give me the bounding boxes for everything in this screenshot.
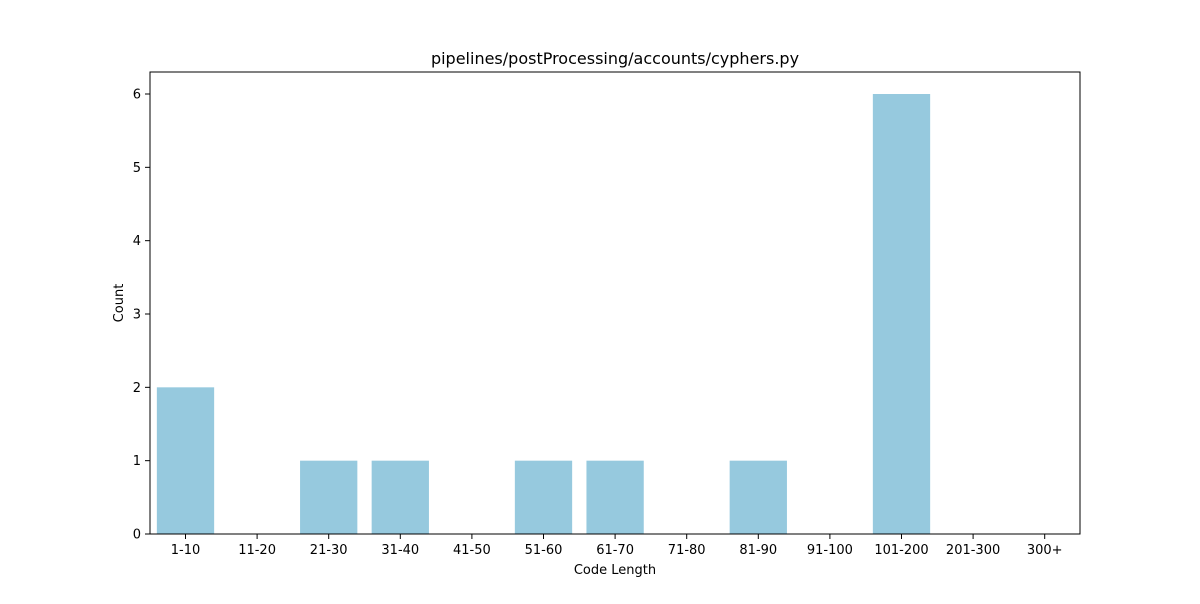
bar-21-30 <box>300 461 357 534</box>
bar-1-10 <box>157 387 214 534</box>
x-ticks-group: 1-10 11-20 21-30 31-40 41-50 51-60 61-70 71-80 8… <box>171 534 1063 558</box>
x-tick-label: 81-90 <box>739 543 777 558</box>
x-tick-label: 201-300 <box>946 543 1000 558</box>
y-tick-label: 4 <box>133 234 141 249</box>
x-tick-label: 21-30 <box>310 543 348 558</box>
y-ticks-group: 0 1 2 3 4 5 6 <box>133 88 150 543</box>
x-tick-label: 51-60 <box>525 543 563 558</box>
bar-31-40 <box>372 461 429 534</box>
x-axis-label: Code Length <box>574 563 656 578</box>
bars-group <box>157 94 930 534</box>
x-tick-label: 101-200 <box>874 543 928 558</box>
bar-81-90 <box>730 461 787 534</box>
x-tick-label: 71-80 <box>668 543 706 558</box>
x-tick-label: 300+ <box>1027 543 1063 558</box>
y-tick-label: 0 <box>133 528 141 543</box>
bar-101-200 <box>873 94 930 534</box>
bar-61-70 <box>586 461 643 534</box>
x-tick-label: 41-50 <box>453 543 491 558</box>
x-tick-label: 31-40 <box>381 543 419 558</box>
y-tick-label: 1 <box>133 454 141 469</box>
y-tick-label: 6 <box>133 88 141 103</box>
x-tick-label: 11-20 <box>238 543 276 558</box>
y-tick-label: 2 <box>133 381 141 396</box>
y-tick-label: 3 <box>133 308 141 323</box>
y-tick-label: 5 <box>133 161 141 176</box>
x-tick-label: 1-10 <box>171 543 201 558</box>
bar-51-60 <box>515 461 572 534</box>
x-tick-label: 61-70 <box>596 543 634 558</box>
x-tick-label: 91-100 <box>807 543 853 558</box>
y-axis-label: Count <box>112 284 127 323</box>
chart-title: pipelines/postProcessing/accounts/cypher… <box>431 49 799 68</box>
